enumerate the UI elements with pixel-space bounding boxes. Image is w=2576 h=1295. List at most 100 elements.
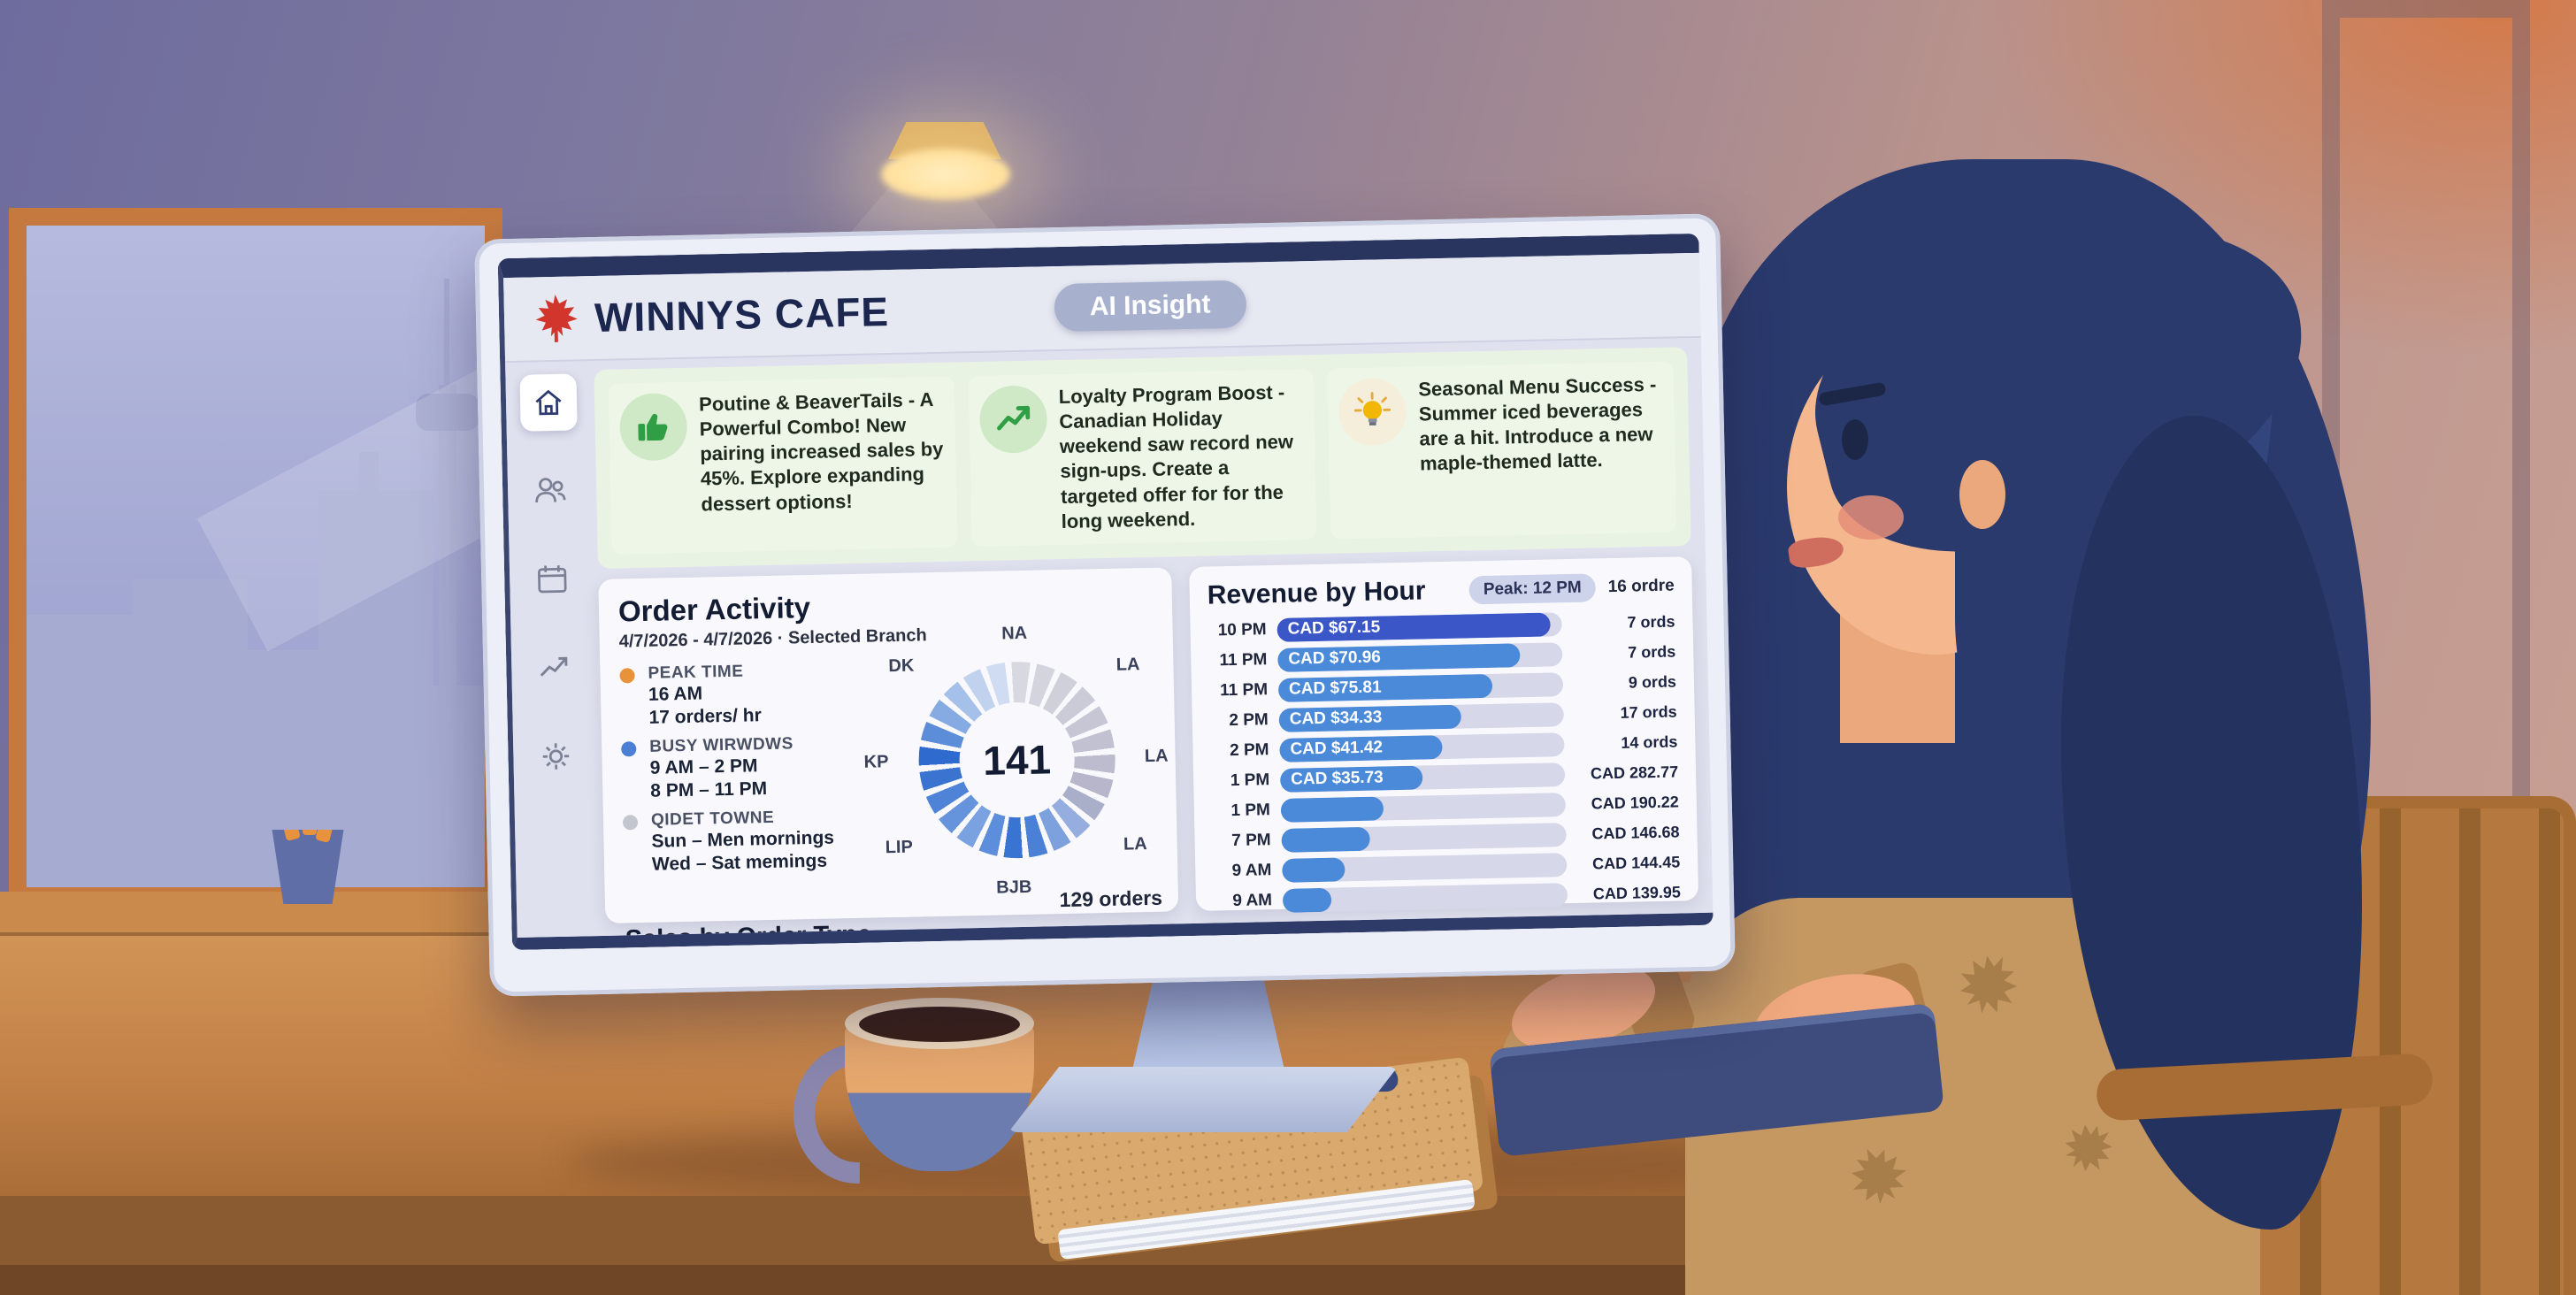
bar-value-label: CAD $67.15 xyxy=(1287,617,1381,640)
ceiling-lamp-glow xyxy=(881,149,1010,200)
legend-busy-windows: BUSY WIRWDWS 9 AM – 2 PM 8 PM – 11 PM xyxy=(621,732,887,802)
hour-label: 11 PM xyxy=(1219,680,1269,701)
legend-dot xyxy=(621,741,637,757)
section-title: Sales by Order Type xyxy=(625,920,872,951)
coffee xyxy=(859,1007,1020,1042)
ai-insight-badge: AI Insight xyxy=(1054,280,1247,333)
revenue-bar[interactable]: CAD $41.42 xyxy=(1279,732,1565,762)
revenue-by-hour-panel: Revenue by Hour Peak: 12 PM 16 ordre 10 … xyxy=(1189,556,1699,914)
revenue-row: 10 PM CAD $67.15 7 ords xyxy=(1208,609,1675,643)
revenue-row: 1 PM CAD $35.73 CAD 282.77 xyxy=(1211,760,1678,793)
insight-text: Loyalty Program Boost - Canadian Holiday… xyxy=(1058,380,1294,533)
row-right-label: 17 ords xyxy=(1620,702,1677,722)
revenue-bar[interactable]: CAD $70.96 xyxy=(1277,642,1563,672)
activity-legend: PEAK TIME 16 AM 17 orders/ hr BUSY WIRWD… xyxy=(619,659,889,877)
hour-label: 10 PM xyxy=(1217,620,1267,640)
revenue-bar[interactable]: CAD $67.15 xyxy=(1276,612,1562,642)
bar-value-label: CAD $35.73 xyxy=(1290,768,1384,790)
order-activity-panel: Order Activity 4/7/2026 - 4/7/2026 · Sel… xyxy=(598,567,1179,950)
brand-title: WINNYS CAFE xyxy=(594,288,890,341)
legend-value: 17 orders/ hr xyxy=(648,704,762,728)
trending-up-icon xyxy=(996,405,1030,431)
window-glass xyxy=(27,226,485,887)
pencil-cup xyxy=(272,830,344,904)
revenue-row: 7 PM CAD 146.68 xyxy=(1212,820,1680,854)
donut-label: BJB xyxy=(996,877,1032,898)
dashboard-screen: WINNYS CAFE AI Insight xyxy=(497,233,1714,951)
legend-value: Wed – Sat memings xyxy=(651,850,828,875)
gear-icon xyxy=(542,743,570,770)
revenue-bar[interactable] xyxy=(1281,823,1567,853)
row-right-label: 14 ords xyxy=(1621,732,1678,752)
insight-text: Poutine & BeaverTails - A Powerful Combo… xyxy=(698,388,944,516)
sales-by-type-section: Sales by Order Type Walk-In 650 orders (… xyxy=(625,915,1161,951)
trending-up-icon xyxy=(540,656,568,677)
sidebar xyxy=(505,361,602,938)
revenue-bar[interactable]: CAD $34.33 xyxy=(1278,702,1564,732)
peak-badge: Peak: 12 PM xyxy=(1468,573,1597,605)
revenue-row: 11 PM CAD $75.81 9 ords xyxy=(1209,670,1676,703)
row-right-label: CAD 190.22 xyxy=(1591,793,1680,813)
legend-peak-time: PEAK TIME 16 AM 17 orders/ hr xyxy=(619,659,886,729)
donut-label: KP xyxy=(863,752,889,772)
revenue-bar[interactable] xyxy=(1282,883,1568,913)
sidebar-item-settings[interactable] xyxy=(527,727,585,785)
woman-blush xyxy=(1838,495,1904,540)
row-right-label: CAD 144.45 xyxy=(1591,853,1681,873)
thumbs-up-icon xyxy=(638,413,668,441)
revenue-row: 11 PM CAD $70.96 7 ords xyxy=(1208,640,1675,673)
sidebar-item-calendar[interactable] xyxy=(524,550,581,608)
insight-card-combo[interactable]: Poutine & BeaverTails - A Powerful Combo… xyxy=(608,376,958,555)
hour-label: 2 PM xyxy=(1229,710,1269,731)
revenue-row: 9 AM CAD 144.45 xyxy=(1213,850,1680,884)
donut-label: NA xyxy=(1000,623,1028,644)
legend-quiet-time: QIDET TOWNE Sun – Men mornings Wed – Sat… xyxy=(622,807,889,877)
revenue-bar[interactable]: CAD $35.73 xyxy=(1279,762,1566,793)
hourly-donut-chart[interactable]: 141 NA LA LA LA BJB LIP KP DK xyxy=(863,623,1169,898)
maple-leaf-logo xyxy=(535,295,578,342)
revenue-row: 9 AM CAD 139.95 xyxy=(1214,880,1681,914)
woman-ear xyxy=(1959,460,2005,529)
donut-label: LA xyxy=(1144,746,1169,767)
hour-label: 1 PM xyxy=(1230,801,1271,821)
row-right-label: CAD 139.95 xyxy=(1592,883,1682,903)
home-icon xyxy=(535,389,562,416)
monitor-stand-base xyxy=(1008,1067,1398,1132)
sidebar-item-users[interactable] xyxy=(521,462,579,519)
monitor-stand-neck xyxy=(1131,969,1286,1077)
revenue-bar[interactable]: CAD $75.81 xyxy=(1277,672,1564,702)
woman-eye xyxy=(1842,419,1868,460)
revenue-bar-list: 10 PM CAD $67.15 7 ords 11 PM CAD $70.96… xyxy=(1208,609,1681,914)
ai-insights-band: Poutine & BeaverTails - A Powerful Combo… xyxy=(594,347,1691,569)
coffee-mug xyxy=(794,998,1034,1184)
window xyxy=(9,208,502,905)
sidebar-item-analytics[interactable] xyxy=(525,639,583,696)
revenue-bar[interactable] xyxy=(1280,793,1567,823)
legend-value: 8 PM – 11 PM xyxy=(650,778,768,801)
lightbulb-icon xyxy=(1354,392,1392,426)
sidebar-item-home[interactable] xyxy=(519,373,578,432)
hour-label: 2 PM xyxy=(1229,740,1269,761)
legend-dot xyxy=(619,668,635,684)
bar-value-label: CAD $70.96 xyxy=(1288,648,1382,670)
revenue-row: 2 PM CAD $34.33 17 ords xyxy=(1210,700,1677,733)
revenue-bar[interactable] xyxy=(1282,853,1568,883)
row-right-label: 9 ords xyxy=(1628,672,1677,692)
peak-orders-note: 16 ordre xyxy=(1607,576,1675,597)
revenue-row: 1 PM CAD 190.22 xyxy=(1212,790,1679,824)
insight-card-seasonal[interactable]: Seasonal Menu Success - Summer iced beve… xyxy=(1327,361,1677,540)
insight-text: Seasonal Menu Success - Summer iced beve… xyxy=(1418,372,1657,475)
users-icon xyxy=(535,478,566,503)
panel-title: Revenue by Hour xyxy=(1207,576,1426,610)
hour-label: 9 AM xyxy=(1231,861,1272,881)
monitor: WINNYS CAFE AI Insight xyxy=(474,213,1736,997)
bar-value-label: CAD $34.33 xyxy=(1289,708,1383,730)
bar-value-label: CAD $75.81 xyxy=(1288,678,1382,700)
row-right-label: 7 ords xyxy=(1628,642,1676,662)
row-right-label: CAD 146.68 xyxy=(1591,823,1680,843)
insight-card-loyalty[interactable]: Loyalty Program Boost - Canadian Holiday… xyxy=(968,369,1317,548)
legend-dot xyxy=(622,815,639,831)
app-header: WINNYS CAFE AI Insight xyxy=(503,252,1701,364)
row-right-label: 7 ords xyxy=(1627,612,1675,632)
